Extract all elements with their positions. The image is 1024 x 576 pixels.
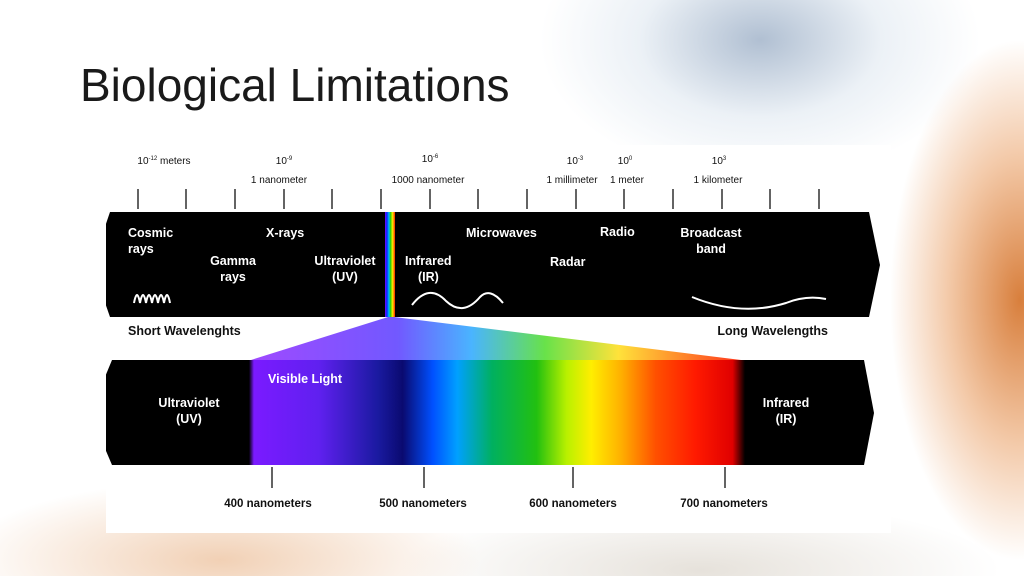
- scale-sub-6: 1 kilometer: [694, 175, 744, 186]
- ultraviolet-em-label: Ultraviolet (UV): [314, 254, 376, 284]
- medium-wave-icon: [411, 292, 504, 309]
- tick-500nm: 500 nanometers: [379, 498, 467, 510]
- ultraviolet-visible-label: Ultraviolet (UV): [158, 396, 220, 426]
- scale-sub-4: 1 millimeter: [546, 175, 598, 186]
- scale-label-5: 100: [618, 156, 633, 167]
- long-wave-icon: [691, 296, 827, 310]
- radar-label: Radar: [550, 255, 586, 269]
- visible-light-fan: [251, 317, 741, 360]
- em-band: [106, 212, 880, 317]
- scale-sub-5: 1 meter: [610, 175, 645, 186]
- em-visible-sliver: [385, 212, 395, 317]
- visible-band-labels: Ultraviolet (UV) Visible Light Infrared (I…: [158, 372, 809, 426]
- scale-label-3: 10-6: [422, 154, 439, 165]
- gamma-rays-label: Gamma rays: [210, 254, 257, 284]
- xrays-label: X-rays: [266, 226, 304, 240]
- nanometer-ticks: [271, 467, 726, 488]
- scale-sub-3: 1000 nanometer: [392, 175, 466, 186]
- tick-600nm: 600 nanometers: [529, 498, 617, 510]
- nanometer-labels: 400 nanometers 500 nanometers 600 nanome…: [224, 498, 768, 510]
- infrared-em-label: Infrared (IR): [405, 254, 452, 284]
- long-wavelengths-label: Long Wavelengths: [717, 324, 828, 338]
- slide-title: Biological Limitations: [80, 59, 510, 111]
- em-band-labels: Cosmic rays X-rays Gamma rays Ultraviolet(…: [128, 225, 742, 284]
- short-wave-icon: [133, 294, 171, 304]
- scale-label-1: 10-12 meters: [137, 156, 190, 167]
- tick-400nm: 400 nanometers: [224, 498, 312, 510]
- cosmic-rays-label: Cosmic rays: [128, 226, 173, 256]
- visible-light-label: Visible Light: [268, 372, 343, 386]
- em-spectrum-diagram: 10-12 meters 10-9 1 nanometer 10-6 1000 …: [106, 145, 891, 533]
- scale-labels: 10-12 meters 10-9 1 nanometer 10-6 1000 …: [137, 154, 743, 186]
- radio-label: Radio: [600, 225, 635, 239]
- microwaves-label: Microwaves: [466, 226, 537, 240]
- broadcast-band-label: Broadcast band: [680, 226, 742, 256]
- scale-label-4: 10-3: [567, 156, 584, 167]
- scale-label-2: 10-9: [276, 156, 293, 167]
- tick-700nm: 700 nanometers: [680, 498, 768, 510]
- scale-sub-2: 1 nanometer: [251, 175, 308, 186]
- short-wavelengths-label: Short Wavelenghts: [128, 324, 241, 338]
- em-spectrum-svg: 10-12 meters 10-9 1 nanometer 10-6 1000 …: [106, 154, 880, 510]
- scale-ticks: [137, 189, 820, 209]
- infrared-visible-label: Infrared (IR): [763, 396, 810, 426]
- scale-label-6: 103: [712, 156, 727, 167]
- visible-spectrum: [249, 360, 745, 465]
